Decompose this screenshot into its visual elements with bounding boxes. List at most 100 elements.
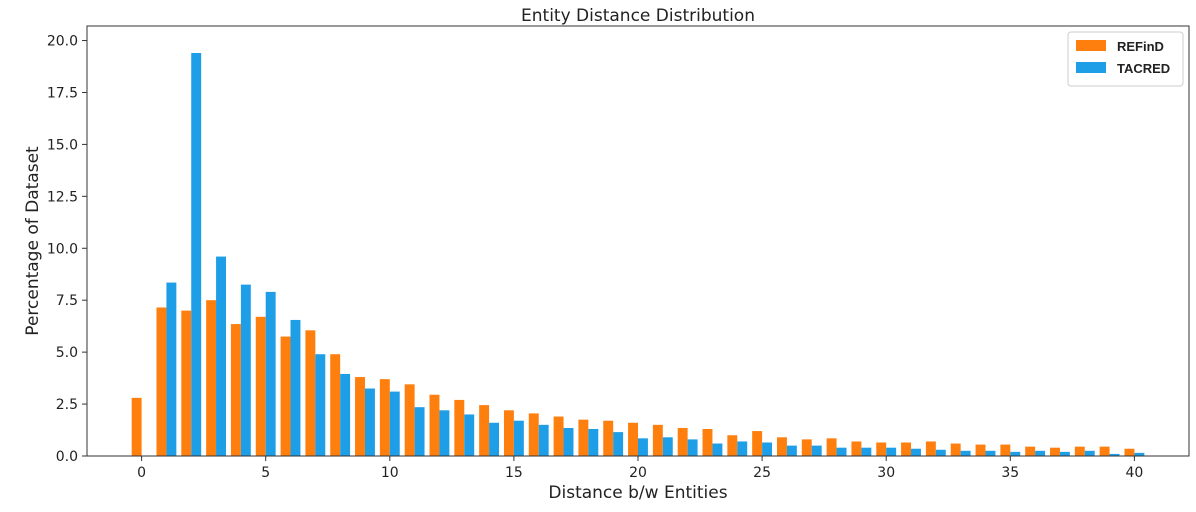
bar-refind-11	[404, 384, 415, 456]
bar-tacred-2	[191, 53, 202, 456]
bar-tacred-19	[613, 432, 624, 456]
bar-tacred-26	[786, 445, 797, 456]
bar-tacred-40	[1134, 452, 1145, 456]
bar-refind-24	[727, 435, 738, 456]
bar-tacred-4	[240, 284, 251, 456]
bar-tacred-3	[216, 256, 226, 456]
bar-tacred-29	[861, 447, 872, 456]
bar-refind-21	[652, 424, 663, 456]
x-tick-label: 40	[1125, 465, 1143, 481]
bar-refind-37	[1050, 447, 1060, 456]
legend-label-tacred: TACRED	[1117, 61, 1170, 76]
bar-refind-4	[230, 324, 241, 456]
bar-tacred-35	[1010, 451, 1021, 456]
bar-tacred-38	[1084, 450, 1095, 456]
y-tick-label: 10.0	[47, 241, 78, 257]
bar-refind-0	[131, 397, 142, 456]
bar-refind-14	[479, 405, 490, 456]
bar-refind-5	[255, 316, 266, 456]
legend-label-refind: REFinD	[1117, 39, 1164, 54]
y-axis-title: Percentage of Dataset	[23, 146, 43, 336]
chart-title: Entity Distance Distribution	[521, 6, 755, 26]
bar-tacred-1	[166, 282, 177, 456]
bar-tacred-18	[588, 429, 599, 456]
bar-refind-36	[1025, 446, 1036, 456]
bar-tacred-20	[638, 438, 648, 456]
bar-refind-25	[752, 431, 763, 456]
bar-tacred-33	[960, 450, 971, 456]
bar-refind-38	[1074, 446, 1085, 456]
legend-swatch-tacred	[1076, 62, 1106, 73]
bar-refind-31	[901, 442, 912, 456]
x-tick-label: 25	[753, 465, 771, 481]
bar-refind-19	[603, 420, 614, 456]
y-tick-label: 12.5	[47, 189, 78, 205]
bar-tacred-15	[513, 420, 524, 456]
bar-refind-28	[826, 438, 837, 456]
bar-tacred-25	[762, 442, 773, 456]
bar-tacred-6	[290, 319, 301, 456]
bar-tacred-14	[489, 422, 500, 456]
bar-tacred-5	[265, 291, 276, 456]
bar-refind-34	[975, 444, 986, 456]
y-tick-label: 20.0	[47, 34, 78, 50]
x-tick-label: 10	[381, 465, 399, 481]
bar-tacred-12	[439, 410, 450, 456]
y-tick-label: 15.0	[47, 137, 78, 153]
bar-refind-32	[925, 441, 936, 456]
bar-refind-17	[553, 416, 564, 456]
bar-refind-20	[628, 422, 638, 456]
bar-refind-12	[429, 394, 440, 456]
bar-refind-27	[801, 439, 812, 456]
bar-tacred-17	[563, 427, 574, 456]
x-tick-label: 35	[1001, 465, 1019, 481]
bar-tacred-32	[935, 449, 946, 456]
bar-refind-16	[528, 413, 539, 456]
bar-tacred-24	[737, 441, 748, 456]
bar-tacred-21	[662, 437, 673, 456]
bar-tacred-9	[364, 388, 375, 456]
bar-refind-9	[355, 377, 365, 456]
bar-tacred-10	[389, 391, 400, 456]
y-tick-label: 5.0	[56, 345, 78, 361]
x-tick-label: 5	[261, 465, 270, 481]
plot-frame	[86, 25, 1190, 457]
y-tick-label: 0.0	[56, 449, 78, 465]
bar-refind-8	[330, 354, 341, 456]
y-tick-label: 7.5	[56, 293, 78, 309]
bar-tacred-23	[712, 443, 723, 456]
bar-refind-23	[702, 429, 713, 456]
bar-tacred-11	[414, 407, 425, 456]
bar-refind-15	[503, 410, 514, 456]
bar-refind-2	[181, 310, 192, 456]
bar-refind-3	[206, 300, 217, 456]
legend-swatch-refind	[1076, 40, 1106, 51]
x-tick-label: 20	[629, 465, 647, 481]
x-tick-label: 30	[877, 465, 895, 481]
bar-refind-26	[776, 437, 787, 456]
bar-tacred-13	[464, 414, 475, 456]
bar-refind-18	[578, 419, 589, 456]
bar-tacred-27	[811, 445, 822, 456]
x-tick-label: 0	[137, 465, 146, 481]
bar-tacred-30	[886, 447, 897, 456]
bar-refind-13	[454, 399, 465, 456]
y-tick-label: 17.5	[47, 85, 78, 101]
bar-tacred-36	[1035, 450, 1046, 456]
bar-refind-30	[876, 442, 887, 456]
bar-tacred-7	[315, 354, 326, 456]
bar-tacred-34	[985, 450, 996, 456]
bar-refind-40	[1124, 448, 1135, 456]
y-tick-label: 2.5	[56, 397, 78, 413]
x-axis-title: Distance b/w Entities	[548, 483, 727, 503]
bar-refind-29	[851, 441, 862, 456]
bar-tacred-28	[836, 447, 847, 456]
x-tick-label: 15	[505, 465, 523, 481]
bar-refind-35	[1000, 444, 1011, 456]
bar-refind-1	[156, 307, 167, 456]
bar-refind-33	[950, 443, 961, 456]
bar-tacred-22	[687, 439, 698, 456]
bar-refind-22	[677, 427, 688, 456]
